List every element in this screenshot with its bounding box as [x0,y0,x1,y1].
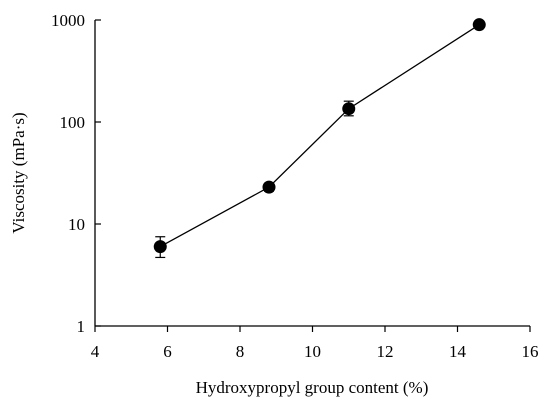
x-tick-label: 4 [91,342,100,361]
y-tick-label: 1000 [51,11,85,30]
axes-group [94,20,530,327]
x-tick-label: 10 [304,342,321,361]
data-point [472,18,486,32]
x-tick-label: 16 [522,342,539,361]
y-tick-label: 1 [77,317,86,336]
data-point [342,102,356,116]
x-tick-label: 8 [236,342,245,361]
y-axis-title: Viscosity (mPa·s) [9,112,28,233]
y-tick-label: 100 [60,113,86,132]
data-point [262,180,276,194]
x-tick-label: 6 [163,342,172,361]
x-tick-label: 14 [449,342,467,361]
y-ticks-group: 1 10 100 1000 [51,11,101,336]
series-group [153,18,486,259]
x-tick-label: 12 [377,342,394,361]
series-line [159,24,480,248]
data-point [153,240,167,254]
y-tick-label: 10 [68,215,85,234]
x-axis-title: Hydroxypropyl group content (%) [196,378,429,397]
x-ticks-group: 4 6 8 10 12 14 16 [91,326,539,361]
